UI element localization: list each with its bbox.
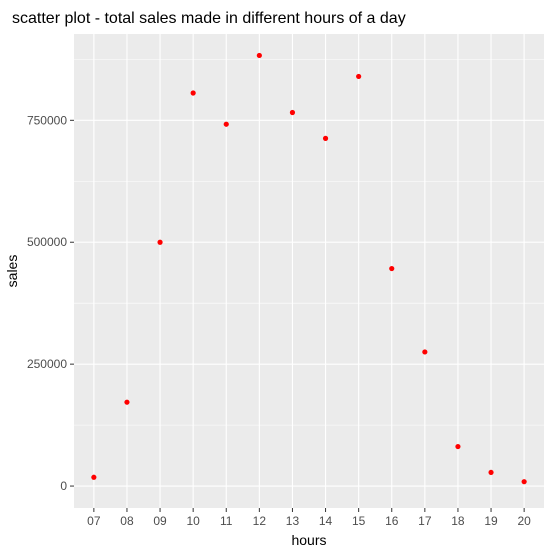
data-point	[389, 265, 395, 272]
y-tick-label: 500000	[27, 235, 67, 249]
x-axis-title: hours	[291, 532, 326, 548]
data-point	[157, 239, 163, 245]
y-tick-label: 750000	[27, 113, 67, 127]
grid-minor	[74, 59, 544, 426]
x-tick-label: 07	[87, 514, 101, 528]
x-tick-label: 13	[286, 514, 300, 528]
x-axis-ticks: 07 08 09 10 11 12 13 14 15 16 17 18 19 20	[87, 508, 531, 528]
x-tick-label: 15	[352, 514, 366, 528]
data-point	[422, 349, 428, 355]
data-point	[223, 121, 229, 127]
chart-title: scatter plot - total sales made in diffe…	[12, 10, 406, 27]
y-axis-ticks: 0 250000 500000 750000	[27, 113, 74, 493]
data-point	[488, 469, 494, 476]
y-tick-label: 0	[60, 479, 67, 493]
data-point	[91, 474, 97, 480]
x-tick-label: 19	[484, 514, 498, 528]
x-tick-label: 14	[319, 514, 333, 528]
data-point	[124, 399, 130, 405]
x-tick-label: 16	[385, 514, 399, 528]
x-tick-label: 20	[517, 514, 531, 528]
x-tick-label: 17	[418, 514, 432, 528]
data-point	[289, 109, 296, 116]
data-point	[256, 52, 262, 59]
data-point	[455, 443, 461, 450]
data-point	[322, 135, 329, 141]
data-points	[91, 52, 527, 485]
data-point	[521, 479, 527, 485]
y-tick-label: 250000	[27, 357, 67, 371]
plot-panel	[74, 34, 544, 508]
x-tick-label: 08	[120, 514, 134, 528]
data-point	[356, 73, 362, 80]
x-tick-label: 09	[153, 514, 167, 528]
y-axis-title: sales	[4, 255, 20, 288]
x-tick-label: 12	[253, 514, 267, 528]
x-tick-label: 11	[220, 514, 233, 528]
x-tick-label: 18	[451, 514, 465, 528]
x-tick-label: 10	[186, 514, 200, 528]
data-point	[190, 90, 196, 96]
